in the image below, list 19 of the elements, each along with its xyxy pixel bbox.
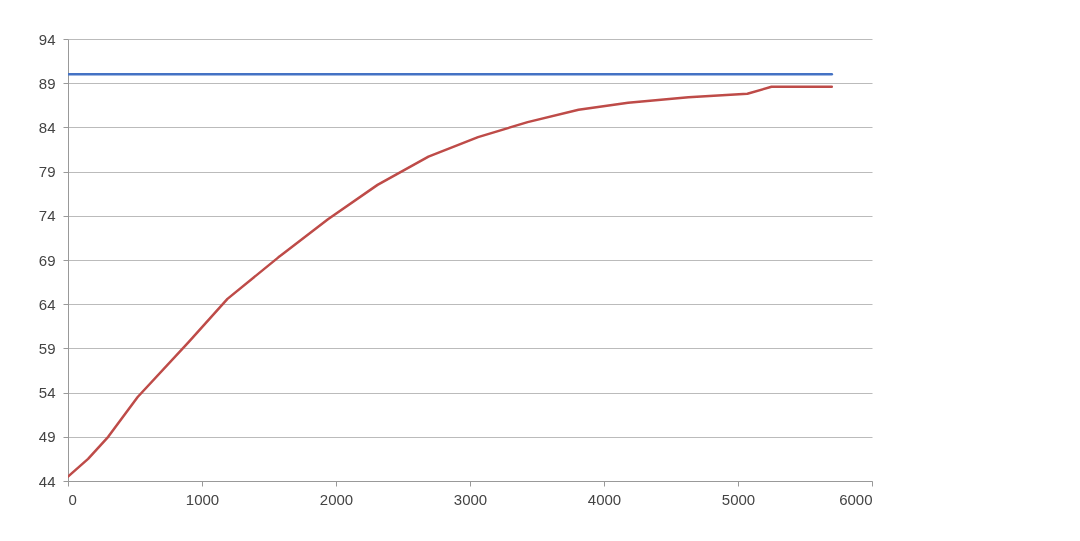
x-tick-label: 4000 bbox=[587, 490, 622, 508]
y-tick-label: 64 bbox=[38, 295, 56, 313]
y-tick-label: 84 bbox=[38, 118, 56, 136]
x-tick-label: 1000 bbox=[185, 490, 220, 508]
x-tick-label: 0 bbox=[68, 490, 77, 508]
y-tick-label: 94 bbox=[38, 30, 56, 48]
x-tick-label: 6000 bbox=[839, 490, 873, 508]
y-tick-label: 69 bbox=[38, 251, 56, 269]
y-tick-label: 49 bbox=[38, 428, 56, 446]
x-tick-label: 2000 bbox=[319, 490, 354, 508]
y-tick-label: 74 bbox=[38, 207, 56, 225]
x-tick-label: 3000 bbox=[453, 490, 488, 508]
y-tick-label: 44 bbox=[38, 472, 56, 490]
line-series bbox=[68, 85, 834, 478]
x-tick-label: 5000 bbox=[721, 490, 756, 508]
y-tick-label: 89 bbox=[38, 74, 56, 92]
y-tick-label: 54 bbox=[38, 384, 56, 402]
y-tick-label: 79 bbox=[38, 163, 56, 181]
y-tick-label: 59 bbox=[38, 339, 56, 357]
